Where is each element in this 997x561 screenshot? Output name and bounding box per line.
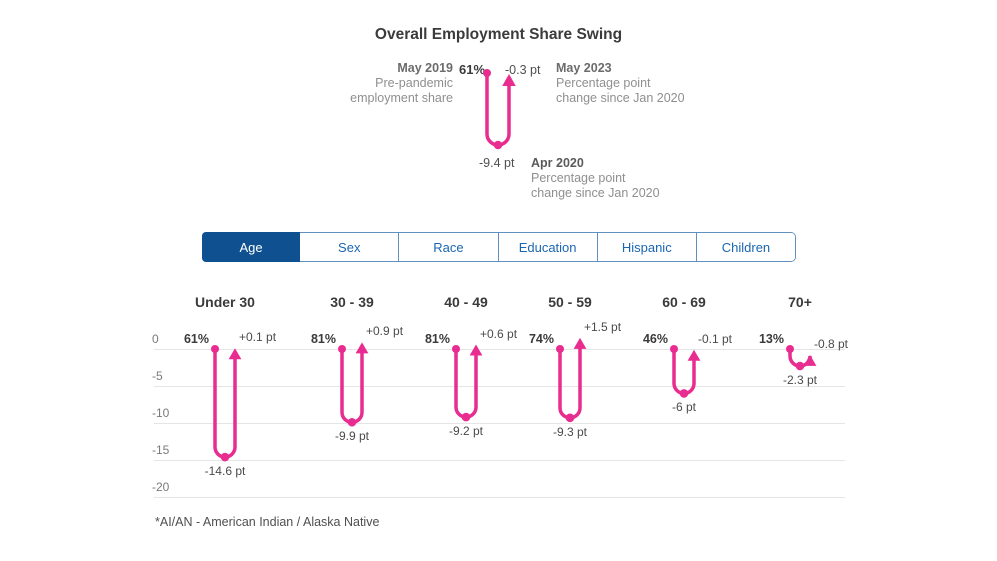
group-header: 70+	[788, 294, 812, 310]
trough-change-label: -14.6 pt	[204, 464, 246, 479]
trough-change-label: -9.3 pt	[552, 424, 588, 439]
trough-change-label: -9.2 pt	[448, 424, 484, 439]
tab-race[interactable]: Race	[398, 233, 498, 261]
end-change-label: -0.1 pt	[698, 331, 733, 346]
tab-label: Sex	[338, 239, 361, 255]
tab-children[interactable]: Children	[695, 233, 796, 261]
y-tick-label: 0	[152, 332, 159, 346]
tab-label: Hispanic	[621, 239, 672, 255]
gridline	[154, 423, 845, 424]
legend-min-date: Apr 2020	[531, 156, 584, 170]
gridline	[154, 460, 845, 461]
legend-min-desc1: Percentage point	[531, 171, 626, 185]
group-header: Under 30	[195, 294, 255, 310]
tab-label: Age	[239, 239, 263, 255]
gridline	[154, 349, 845, 350]
y-tick-label: -20	[152, 480, 170, 494]
share-label: 74%	[528, 332, 554, 346]
legend-start-desc2: employment share	[350, 91, 453, 105]
swing-glyph	[211, 345, 242, 462]
end-change-label: -0.8 pt	[814, 336, 849, 351]
end-change-label: +1.5 pt	[584, 319, 622, 334]
legend-min-desc2: change since Jan 2020	[531, 186, 660, 200]
tab-hispanic[interactable]: Hispanic	[596, 233, 696, 261]
legend-min-value: -9.4 pt	[479, 156, 515, 170]
end-change-label: +0.6 pt	[480, 326, 518, 341]
legend-end-date: May 2023	[556, 61, 612, 75]
swing-glyph	[338, 342, 369, 427]
legend-end-desc2: change since Jan 2020	[556, 91, 685, 105]
end-change-label: +0.1 pt	[239, 330, 277, 345]
swing-glyph	[786, 345, 817, 371]
group-header: 30 - 39	[330, 294, 374, 310]
legend-start-block: May 2019 Pre-pandemic employment share	[233, 61, 453, 106]
swing-glyph	[452, 344, 483, 422]
legend-end-desc1: Percentage point	[556, 76, 651, 90]
page-title: Overall Employment Share Swing	[374, 26, 623, 43]
tab-label: Education	[518, 239, 577, 255]
swing-glyph	[670, 345, 701, 398]
tab-sex[interactable]: Sex	[299, 233, 399, 261]
tab-label: Children	[721, 239, 771, 255]
trough-change-label: -2.3 pt	[782, 373, 818, 388]
y-tick-label: -15	[152, 443, 170, 457]
tab-education[interactable]: Education	[497, 233, 597, 261]
trough-change-label: -9.9 pt	[334, 429, 370, 444]
footnote: *AI/AN - American Indian / Alaska Native	[155, 515, 380, 529]
group-header: 50 - 59	[548, 294, 592, 310]
legend-min-block: Apr 2020 Percentage point change since J…	[531, 156, 660, 201]
share-label: 81%	[424, 332, 450, 346]
gridline	[154, 497, 845, 498]
legend-start-date: May 2019	[397, 61, 453, 75]
group-header: 40 - 49	[444, 294, 488, 310]
swing-chart: 0 -5 -10 -15 -20 Under 30 61% +0.1 pt -14.6 pt 30…	[150, 285, 850, 510]
tab-age[interactable]: Age	[202, 232, 301, 262]
share-label: 13%	[758, 332, 784, 346]
legend-swing-glyph	[483, 69, 516, 150]
y-tick-label: -5	[152, 369, 163, 383]
group-header: 60 - 69	[662, 294, 706, 310]
tab-label: Race	[433, 239, 464, 255]
tab-bar: Age Sex Race Education Hispanic Children	[202, 232, 796, 262]
share-label: 46%	[642, 332, 668, 346]
swing-glyph	[556, 337, 587, 423]
gridline	[154, 386, 845, 387]
end-change-label: +0.9 pt	[366, 324, 404, 339]
share-label: 81%	[310, 332, 336, 346]
legend-share-value: 61%	[459, 62, 486, 77]
legend-start-desc1: Pre-pandemic	[375, 76, 453, 90]
legend-end-block: May 2023 Percentage point change since J…	[556, 61, 685, 106]
legend-end-value: -0.3 pt	[505, 63, 541, 77]
trough-change-label: -6 pt	[671, 400, 696, 415]
y-tick-label: -10	[152, 406, 170, 420]
share-label: 61%	[183, 332, 209, 346]
